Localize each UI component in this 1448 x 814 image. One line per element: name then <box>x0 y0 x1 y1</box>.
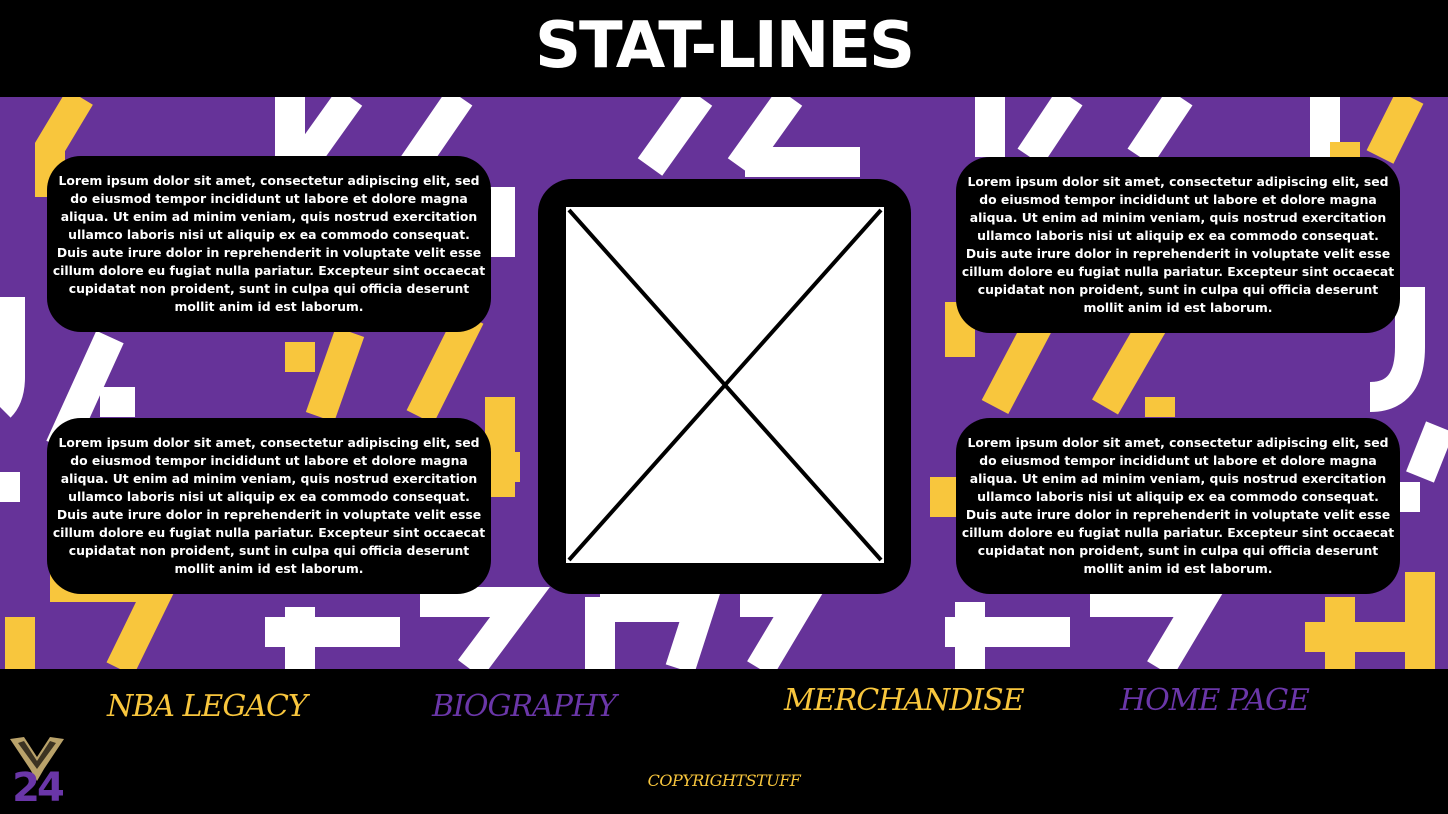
nav-link-home-page[interactable]: HOME PAGE <box>1120 683 1310 718</box>
nav-link-biography[interactable]: BIOGRAPHY <box>432 689 617 724</box>
image-frame <box>538 179 911 594</box>
info-card-text: Lorem ipsum dolor sit amet, consectetur … <box>961 435 1395 576</box>
image-placeholder-icon <box>566 207 884 563</box>
info-card-text: Lorem ipsum dolor sit amet, consectetur … <box>52 173 486 314</box>
nav-link-merchandise[interactable]: MERCHANDISE <box>784 683 1025 718</box>
page-title: STAT-LINES <box>534 9 915 83</box>
nav-link-nba-legacy[interactable]: NBA LEGACY <box>107 689 308 724</box>
mamba-24-logo: 24 <box>10 737 66 805</box>
info-card-text: Lorem ipsum dolor sit amet, consectetur … <box>961 174 1395 315</box>
info-card-bottom-left: Lorem ipsum dolor sit amet, consectetur … <box>47 418 491 594</box>
info-card-text: Lorem ipsum dolor sit amet, consectetur … <box>52 435 486 576</box>
info-card-top-right: Lorem ipsum dolor sit amet, consectetur … <box>956 157 1400 333</box>
logo-digits: 24 <box>12 765 63 805</box>
info-card-top-left: Lorem ipsum dolor sit amet, consectetur … <box>47 156 491 332</box>
copyright-text: COPYRIGHTSTUFF <box>647 771 801 790</box>
footer: NBA LEGACY BIOGRAPHY MERCHANDISE HOME PA… <box>0 669 1448 814</box>
info-card-bottom-right: Lorem ipsum dolor sit amet, consectetur … <box>956 418 1400 594</box>
hero-section: Lorem ipsum dolor sit amet, consectetur … <box>0 97 1448 669</box>
page-header: STAT-LINES <box>0 0 1448 97</box>
